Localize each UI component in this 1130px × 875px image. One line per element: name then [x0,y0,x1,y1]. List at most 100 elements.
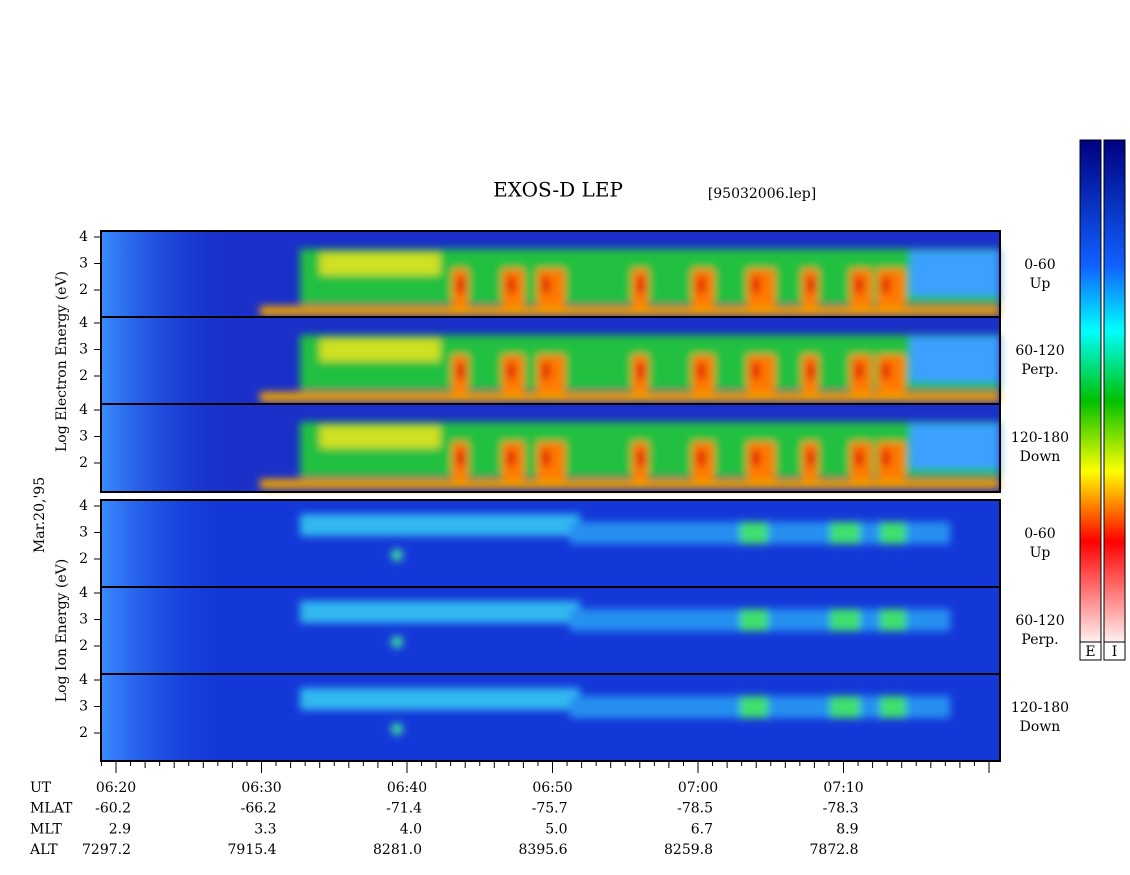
y-tick-label: 3 [79,612,88,628]
blob [880,696,906,718]
y-tick-label: 2 [79,455,88,471]
row-value: -78.3 [823,801,859,817]
burst [697,363,705,379]
band [260,306,1000,316]
spectrogram-edge [101,500,241,587]
y-tick-label: 4 [79,402,88,418]
blob [830,522,860,544]
row-value: 2.9 [109,821,131,837]
y-tick-label: 4 [79,585,88,601]
burst [855,450,863,466]
burst [807,363,815,379]
row-value: -78.5 [677,801,713,817]
y-tick-label: 4 [79,672,88,688]
y-tick-label: 2 [79,551,88,567]
panel-frame [100,230,1001,493]
spectrogram-edge [101,674,241,761]
burst [877,442,905,480]
blob [391,636,403,648]
row-value: -71.4 [386,801,422,817]
spectrogram-features [260,422,1000,489]
band [300,601,580,623]
row-name: ALT [29,842,58,858]
spectrogram-features [260,249,1000,316]
band [300,688,580,710]
row-value: 3.3 [254,821,276,837]
burst [507,277,515,293]
pitch-label: 120-180 [1011,700,1069,716]
burst [537,442,565,480]
spectrogram-features [300,601,950,648]
burst [882,363,890,379]
burst [637,277,645,293]
burst [877,269,905,307]
row-value: 6.7 [691,821,713,837]
axis-label: Log Ion Energy (eV) [54,559,70,702]
burst [637,450,645,466]
row-value: -75.7 [532,801,568,817]
direction-label: Up [1030,276,1051,292]
burst [542,277,550,293]
row-value: 06:20 [96,780,136,796]
band [320,253,440,275]
colorbar-label: I [1112,644,1118,660]
blob [880,609,906,631]
spectrogram-edge [101,404,241,491]
y-tick-label: 3 [79,699,88,715]
row-value: 8.9 [836,821,858,837]
row-value: 8259.8 [664,842,713,858]
burst [542,450,550,466]
row-value: 4.0 [400,821,422,837]
burst [637,363,645,379]
burst [882,277,890,293]
y-tick-label: 3 [79,429,88,445]
spectrogram-features [300,514,950,561]
spectrogram-features [300,688,950,735]
row-value: 7915.4 [228,842,277,858]
y-tick-label: 2 [79,282,88,298]
row-value: -60.2 [95,801,131,817]
blob [740,696,768,718]
band [320,339,440,361]
y-tick-label: 2 [79,638,88,654]
band [910,251,1000,296]
y-tick-label: 4 [79,229,88,245]
row-value: 8395.6 [519,842,568,858]
colorbar [1079,139,1102,643]
blob [740,609,768,631]
pitch-label: 60-120 [1015,613,1064,629]
row-value: 8281.0 [373,842,422,858]
spectrogram-edge [101,317,241,404]
row-value: 06:40 [387,780,427,796]
burst [457,450,465,466]
spectrogram-features [260,335,1000,402]
burst [807,277,815,293]
burst [882,450,890,466]
blob [830,696,860,718]
row-name: UT [30,780,52,796]
burst [537,355,565,393]
direction-label: Down [1020,719,1061,735]
burst [855,277,863,293]
y-tick-label: 3 [79,256,88,272]
direction-label: Perp. [1021,632,1058,648]
band [260,392,1000,402]
colorbar-label: E [1085,644,1095,660]
y-tick-label: 2 [79,368,88,384]
file-name: [95032006.lep] [708,186,816,202]
panel-frame [100,499,1001,762]
date-label: Mar.20,'95 [32,477,48,553]
blob [391,723,403,735]
pitch-label: 0-60 [1024,257,1055,273]
row-value: 7872.8 [810,842,859,858]
burst [542,363,550,379]
burst [807,450,815,466]
band [910,424,1000,469]
burst [752,450,760,466]
blob [830,609,860,631]
y-tick-label: 4 [79,315,88,331]
blob [880,522,906,544]
burst [752,363,760,379]
row-value: 07:10 [823,780,863,796]
